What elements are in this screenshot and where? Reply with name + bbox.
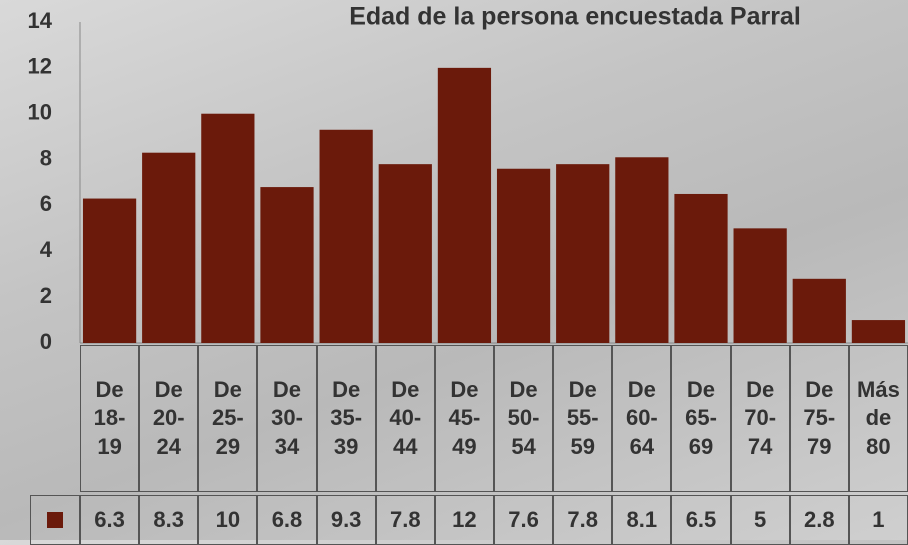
category-cell: De 30-34 [257,345,316,492]
value-cell: 2.8 [790,495,849,545]
value-cell: 5 [731,495,790,545]
chart-title: Edad de la persona encuestada Parral [349,3,801,31]
y-tick-label: 8 [40,145,52,170]
value-cell: 12 [435,495,494,545]
value-cell: 7.8 [553,495,612,545]
bar [201,114,254,343]
category-cell: Más de 80 [849,345,908,492]
value-cell: 1 [849,495,908,545]
category-cell: De 50-54 [494,345,553,492]
y-tick-label: 2 [40,283,52,308]
bar [852,320,905,343]
category-cell: De 70-74 [731,345,790,492]
bar [556,164,609,343]
legend-cell [30,495,80,545]
value-cell: 8.1 [612,495,671,545]
bar [674,194,727,343]
y-tick-label: 0 [40,329,52,354]
y-tick-label: 12 [28,54,52,79]
value-cell: 8.3 [139,495,198,545]
bar [615,157,668,343]
bar [260,187,313,343]
bar [320,130,373,343]
bar [734,228,787,343]
value-cell: 6.3 [80,495,139,545]
y-tick-label: 6 [40,191,52,216]
bar [793,279,846,343]
category-cell: De 40-44 [376,345,435,492]
bar [379,164,432,343]
y-tick-label: 4 [40,237,53,262]
category-cell: De 45-49 [435,345,494,492]
category-cell: De 75-79 [790,345,849,492]
bar [83,199,136,343]
value-cell: 7.6 [494,495,553,545]
y-tick-label: 14 [28,8,53,33]
category-cell: De 18-19 [80,345,139,492]
value-cell: 7.8 [376,495,435,545]
category-cell: De 25-29 [198,345,257,492]
value-cell: 6.8 [257,495,316,545]
value-cell: 6.5 [671,495,730,545]
bar [497,169,550,343]
value-cell: 10 [198,495,257,545]
bar [438,68,491,343]
category-cell: De 60-64 [612,345,671,492]
category-cell: De 55-59 [553,345,612,492]
value-cell: 9.3 [317,495,376,545]
category-cell: De 20-24 [139,345,198,492]
legend-swatch [47,512,63,528]
category-cell: De 35-39 [317,345,376,492]
y-tick-label: 10 [28,100,52,125]
bar [142,153,195,343]
page: Edad de la persona encuestada Parral 0 2 4… [0,0,908,540]
category-cell: De 65-69 [671,345,730,492]
